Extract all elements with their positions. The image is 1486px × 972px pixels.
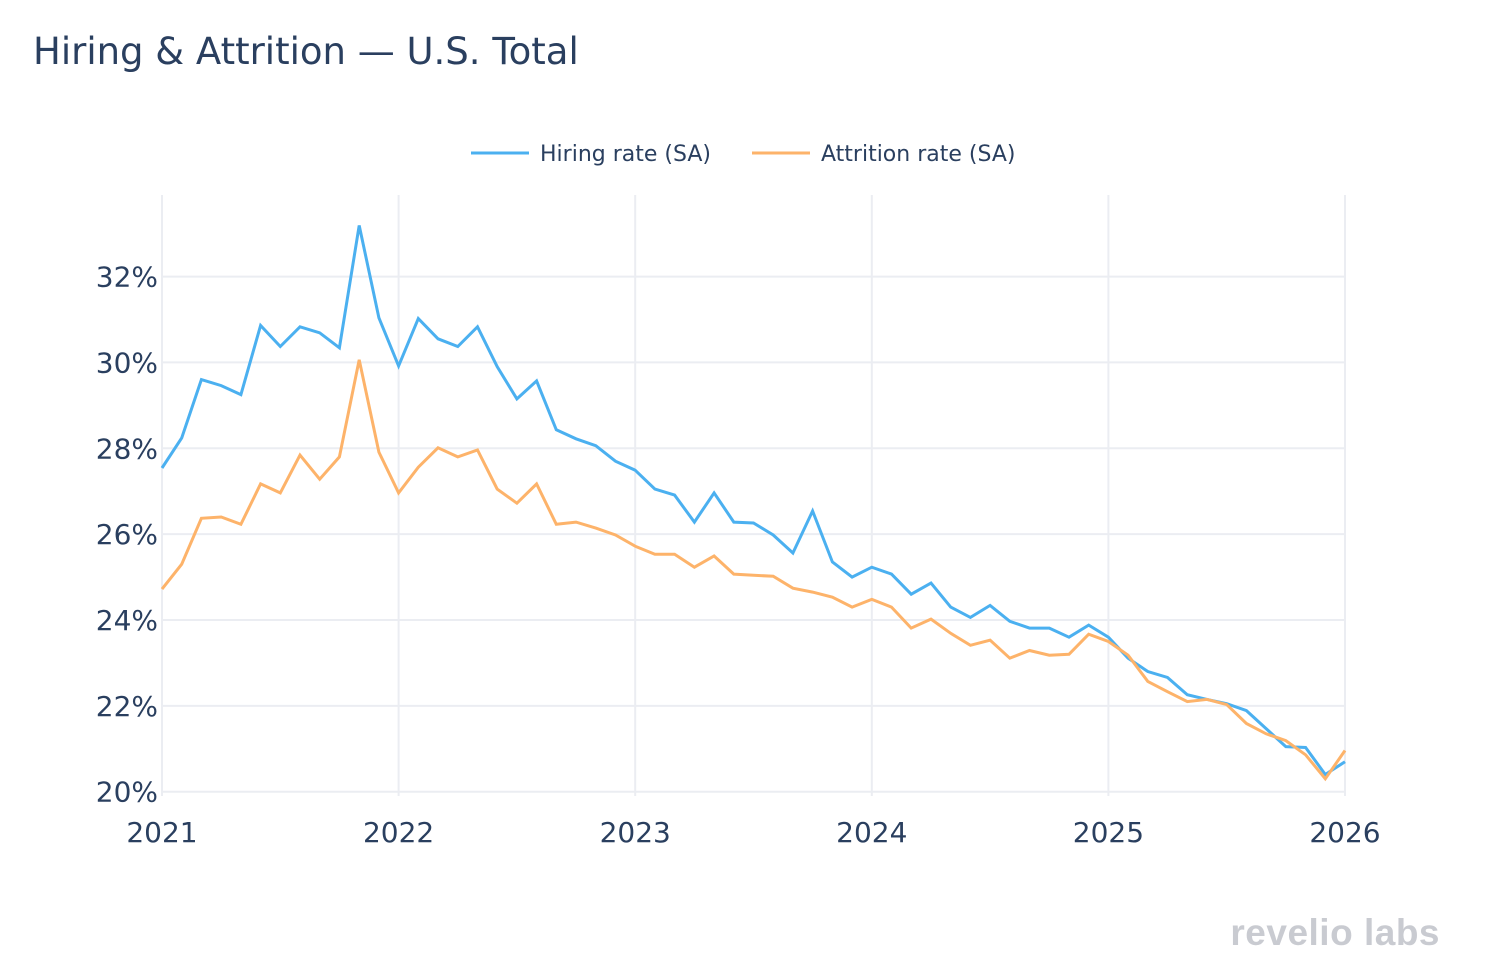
y-tick-label: 24% bbox=[96, 604, 158, 637]
x-tick-label: 2024 bbox=[836, 816, 907, 849]
x-tick-label: 2023 bbox=[600, 816, 671, 849]
x-tick-label: 2025 bbox=[1073, 816, 1144, 849]
series-line-attrition bbox=[160, 359, 1347, 782]
x-tick-label: 2026 bbox=[1309, 816, 1380, 849]
chart-title: Hiring & Attrition — U.S. Total bbox=[33, 30, 579, 73]
y-tick-label: 32% bbox=[96, 261, 158, 294]
legend-label: Hiring rate (SA) bbox=[540, 142, 711, 167]
y-tick-label: 28% bbox=[96, 432, 158, 465]
legend-label: Attrition rate (SA) bbox=[821, 142, 1015, 167]
y-tick-label: 26% bbox=[96, 518, 158, 551]
series-line-hiring bbox=[160, 225, 1346, 777]
y-tick-label: 30% bbox=[96, 346, 158, 379]
x-tick-label: 2022 bbox=[363, 816, 434, 849]
x-tick-label: 2021 bbox=[126, 816, 197, 849]
y-tick-label: 22% bbox=[96, 690, 158, 723]
revelio-labs-logo: revelio labs bbox=[1230, 912, 1440, 953]
y-tick-label: 20% bbox=[96, 776, 158, 809]
